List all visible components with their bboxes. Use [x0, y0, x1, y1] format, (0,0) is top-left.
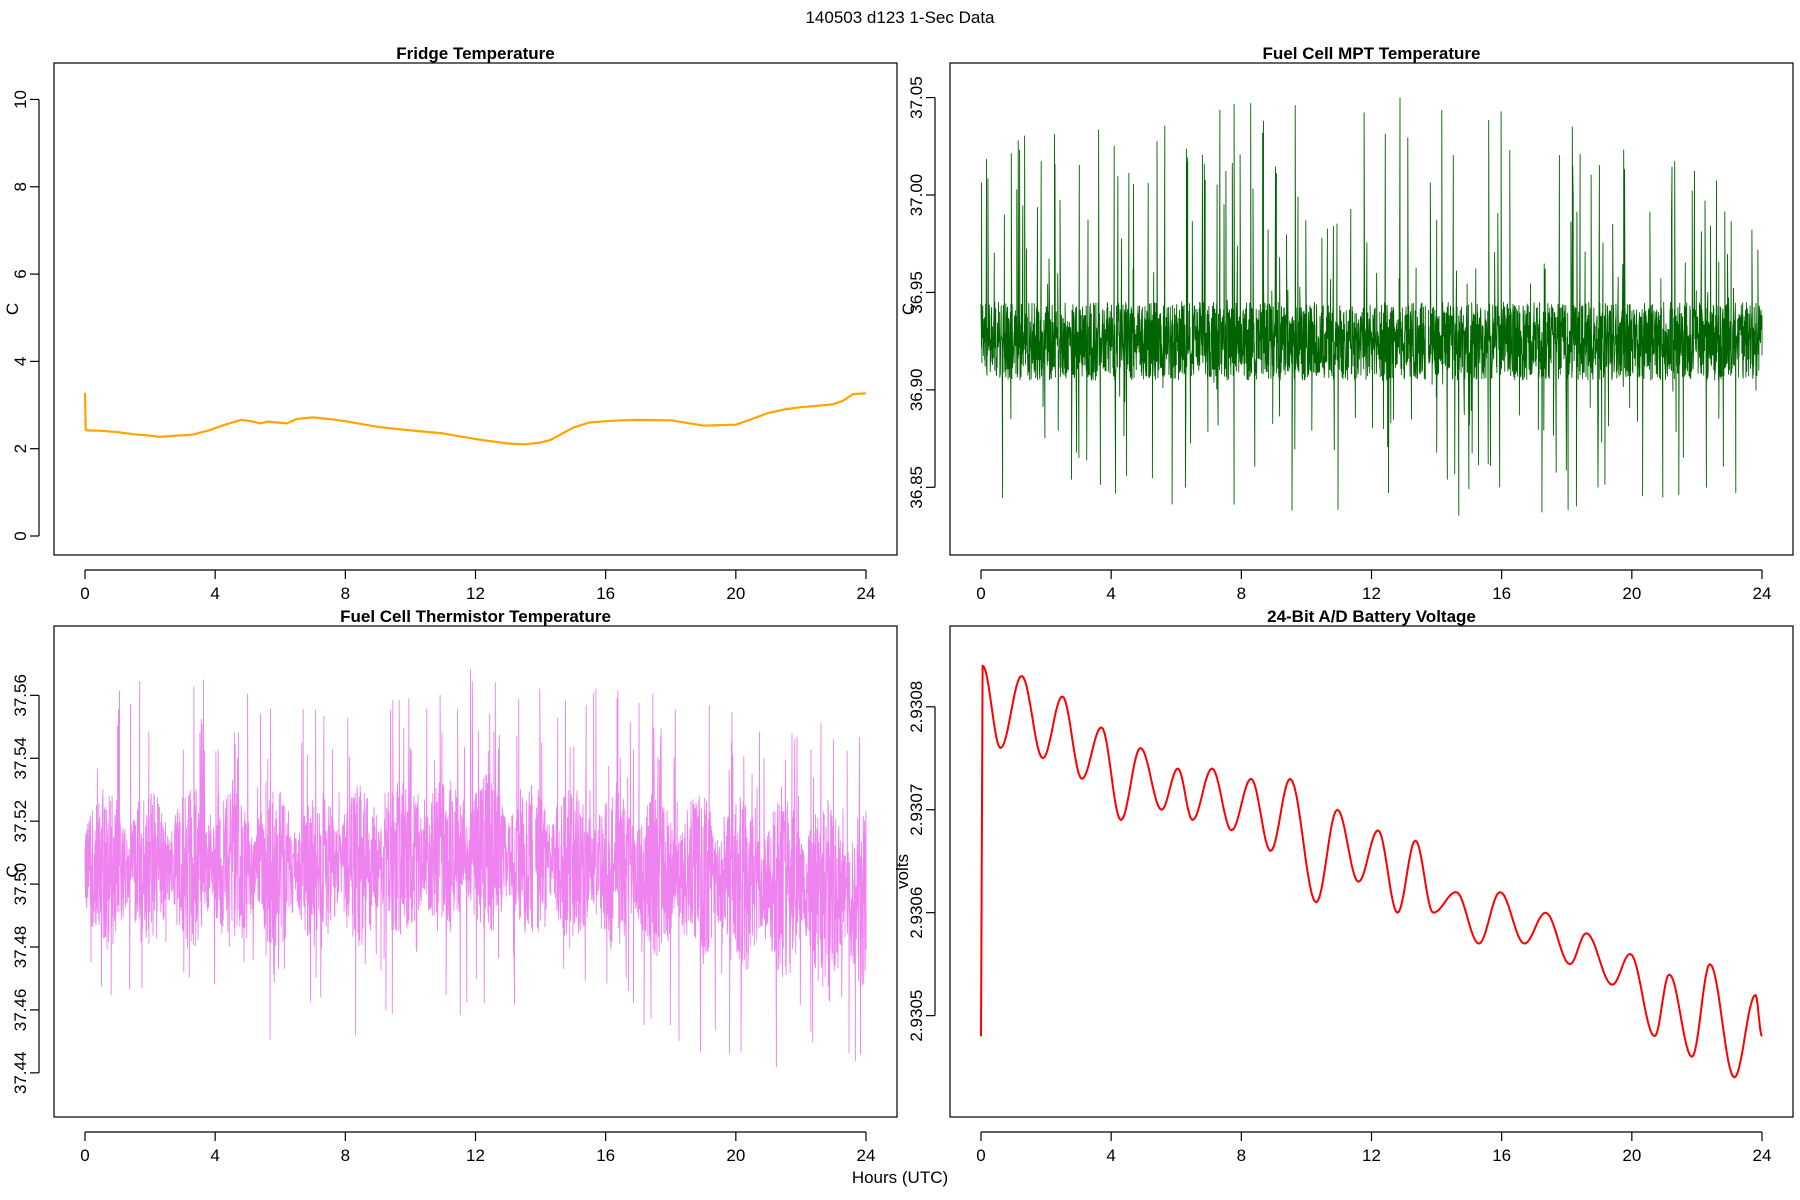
fridge-y-tick-label: 4: [11, 357, 30, 366]
thermistor-x-tick-label: 12: [466, 1146, 485, 1165]
battery-voltage-plot: 0 4 8 12 16 20 24 2.9305 2.9306 2.9307 2.9308 24-Bi…: [893, 607, 1794, 1165]
fridge-y-tick-label: 6: [11, 269, 30, 278]
fridge-x-tick-label: 24: [857, 584, 876, 603]
fridge-y-tick-label: 2: [11, 444, 30, 453]
thermistor-y-tick-label: 37.54: [11, 737, 30, 780]
battery-series-line: [980, 664, 1763, 1079]
thermistor-plot-frame: [53, 625, 898, 1118]
thermistor-y-tick-label: 37.52: [11, 800, 30, 843]
fridge-y-axis-label: C: [3, 303, 22, 315]
fridge-panel-title: Fridge Temperature: [396, 44, 554, 63]
mpt-x-tick-label: 8: [1237, 584, 1246, 603]
thermistor-y-axis-label: C: [3, 865, 22, 877]
battery-x-tick-label: 0: [976, 1146, 985, 1165]
thermistor-y-tick-label: 37.56: [11, 674, 30, 717]
mpt-x-tick-label: 0: [976, 584, 985, 603]
thermistor-y-tick-label: 37.50: [11, 863, 30, 906]
x-axis-label: Hours (UTC): [852, 1168, 948, 1187]
mpt-x-tick-label: 4: [1106, 584, 1115, 603]
battery-x-tick-label: 16: [1492, 1146, 1511, 1165]
mpt-x-tick-label: 16: [1492, 584, 1511, 603]
fridge-x-tick-label: 16: [596, 584, 615, 603]
battery-x-tick-label: 4: [1106, 1146, 1115, 1165]
battery-x-tick-label: 20: [1622, 1146, 1641, 1165]
battery-y-tick-label: 2.9306: [907, 887, 926, 939]
mpt-y-tick-label: 37.00: [907, 174, 926, 217]
fridge-x-tick-label: 8: [341, 584, 350, 603]
fridge-x-tick-label: 0: [80, 584, 89, 603]
fuel-cell-mpt-temperature-plot: 0 4 8 12 16 20 24 36.85 36.90 36.95 37.00 37.05 Fuel…: [899, 44, 1794, 603]
thermistor-x-tick-label: 16: [596, 1146, 615, 1165]
mpt-y-axis-label: C: [899, 303, 918, 315]
battery-y-tick-label: 2.9305: [907, 990, 926, 1042]
thermistor-x-tick-label: 20: [726, 1146, 745, 1165]
thermistor-y-tick-label: 37.46: [11, 989, 30, 1032]
mpt-y-tick-label: 36.85: [907, 466, 926, 509]
figure-title: 140503 d123 1-Sec Data: [805, 8, 995, 27]
battery-y-tick-label: 2.9308: [907, 681, 926, 733]
mpt-plot-frame: [949, 62, 1794, 556]
battery-panel-title: 24-Bit A/D Battery Voltage: [1267, 607, 1476, 626]
fridge-y-tick-label: 0: [11, 531, 30, 540]
battery-x-tick-label: 12: [1362, 1146, 1381, 1165]
thermistor-panel-title: Fuel Cell Thermistor Temperature: [340, 607, 611, 626]
mpt-y-tick-label: 36.90: [907, 369, 926, 412]
mpt-x-tick-label: 20: [1622, 584, 1641, 603]
mpt-y-tick-label: 37.05: [907, 76, 926, 119]
thermistor-x-tick-label: 0: [80, 1146, 89, 1165]
fridge-x-tick-label: 12: [466, 584, 485, 603]
fridge-y-tick-label: 10: [11, 90, 30, 109]
fridge-plot-frame: [53, 62, 898, 556]
thermistor-x-tick-label: 24: [857, 1146, 876, 1165]
battery-y-axis-label: volts: [893, 854, 912, 889]
mpt-y-tick-label: 36.95: [907, 271, 926, 314]
fridge-x-tick-label: 20: [726, 584, 745, 603]
thermistor-y-tick-label: 37.48: [11, 926, 30, 969]
mpt-panel-title: Fuel Cell MPT Temperature: [1263, 44, 1481, 63]
battery-plot-frame: [949, 625, 1794, 1118]
battery-y-tick-label: 2.9307: [907, 784, 926, 836]
mpt-series-line: [980, 97, 1763, 516]
fuel-cell-thermistor-temperature-plot: 0 4 8 12 16 20 24 37.44 37.46 37.48 37.50 37.52 37.5…: [3, 607, 898, 1165]
battery-x-tick-label: 24: [1753, 1146, 1772, 1165]
mpt-x-tick-label: 12: [1362, 584, 1381, 603]
fridge-x-tick-label: 4: [210, 584, 219, 603]
fridge-series-line: [83, 392, 867, 446]
mpt-x-tick-label: 24: [1753, 584, 1772, 603]
thermistor-y-tick-label: 37.44: [11, 1052, 30, 1095]
battery-x-tick-label: 8: [1237, 1146, 1246, 1165]
thermistor-x-tick-label: 8: [341, 1146, 350, 1165]
thermistor-x-tick-label: 4: [210, 1146, 219, 1165]
thermistor-series-line: [84, 668, 867, 1068]
fridge-y-tick-label: 8: [11, 182, 30, 191]
